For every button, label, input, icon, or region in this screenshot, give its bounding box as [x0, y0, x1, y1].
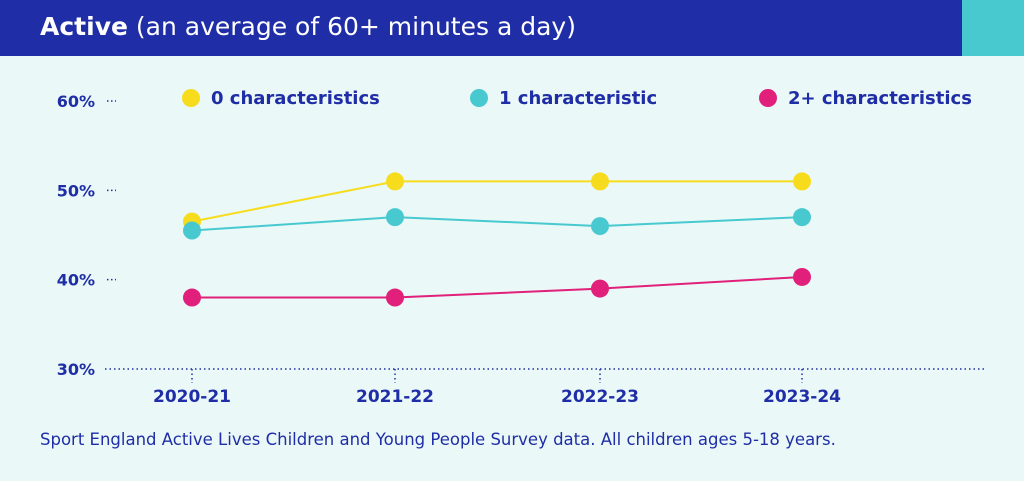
chart-header: Active (an average of 60+ minutes a day): [0, 0, 1024, 56]
header-accent-block: [962, 0, 1024, 56]
data-point: [183, 288, 201, 307]
data-point: [386, 288, 404, 307]
y-tick-label: 40%: [57, 271, 95, 290]
chart-title: Active (an average of 60+ minutes a day): [40, 10, 576, 44]
data-point: [183, 221, 201, 240]
chart-subtitle: (an average of 60+ minutes a day): [135, 12, 576, 41]
legend-marker: [759, 89, 777, 107]
legend-marker: [470, 89, 488, 107]
legend-label: 2+ characteristics: [788, 88, 972, 109]
x-tick-label: 2023-24: [763, 387, 841, 407]
y-tick-label: 60%: [57, 92, 95, 111]
line-chart: 60% 50% 40% 30% 2020-21 2021-22 2022-23 2023-24…: [57, 88, 986, 407]
source-note: Sport England Active Lives Children and …: [40, 430, 836, 449]
legend-label: 0 characteristics: [211, 88, 380, 109]
series-line: [191, 180, 802, 223]
x-tick-label: 2022-23: [561, 387, 639, 407]
y-tick-label: 30%: [57, 360, 95, 379]
data-point: [591, 279, 609, 298]
data-point: [591, 172, 609, 191]
legend-label: 1 characteristic: [499, 88, 657, 109]
data-point: [793, 208, 811, 227]
data-point: [386, 172, 404, 191]
data-point: [591, 217, 609, 236]
data-point: [386, 208, 404, 227]
x-tick-label: 2021-22: [356, 387, 434, 407]
data-point: [793, 172, 811, 191]
series-line: [191, 216, 803, 232]
x-tick-label: 2020-21: [153, 387, 231, 407]
legend-marker: [182, 89, 200, 107]
chart-title-main: Active: [40, 12, 128, 41]
data-point: [793, 267, 811, 286]
series-line: [192, 275, 803, 299]
y-tick-label: 50%: [57, 181, 95, 200]
